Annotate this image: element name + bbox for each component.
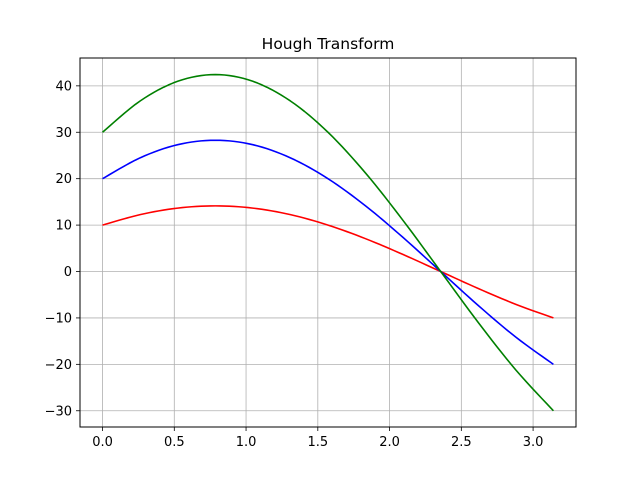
y-tick-label: −20 <box>45 358 72 373</box>
y-tick-label: 20 <box>55 172 72 187</box>
x-tick-label: 3.0 <box>523 435 544 450</box>
x-tick-label: 0.0 <box>92 435 113 450</box>
y-tick-label: 0 <box>64 265 72 280</box>
series-line-1 <box>102 139 554 365</box>
series-line-2 <box>102 73 554 412</box>
x-tick-label: 0.5 <box>164 435 185 450</box>
y-tick-label: −10 <box>45 311 72 326</box>
x-axis: 0.0 0.5 1.0 1.5 2.0 2.5 3.0 <box>92 427 543 450</box>
series-lines <box>102 73 554 412</box>
plot-frame <box>79 57 577 428</box>
series-line-0 <box>102 205 554 319</box>
y-tick-label: 30 <box>55 126 72 141</box>
y-tick-label: 40 <box>55 79 72 94</box>
x-tick-label: 1.0 <box>236 435 257 450</box>
y-tick-label: 10 <box>55 219 72 234</box>
chart-title: Hough Transform <box>262 35 395 53</box>
y-tick-label: −30 <box>45 404 72 419</box>
x-tick-label: 1.5 <box>307 435 328 450</box>
x-tick-label: 2.5 <box>451 435 472 450</box>
x-tick-label: 2.0 <box>379 435 400 450</box>
y-axis: −30 −20 −10 0 10 20 30 40 <box>45 79 80 419</box>
